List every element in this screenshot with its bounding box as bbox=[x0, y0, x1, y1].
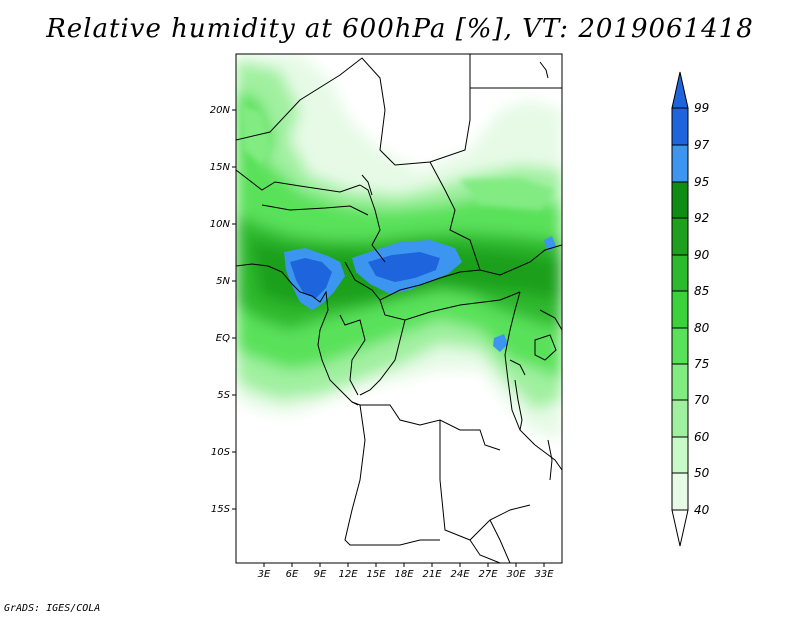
lon-label-33e: 33E bbox=[534, 569, 554, 580]
colorbar-segment-50-60 bbox=[671, 436, 689, 474]
longitude-ticks bbox=[263, 563, 545, 567]
border-angola-drc bbox=[351, 401, 501, 451]
lat-label-15n: 15N bbox=[210, 162, 231, 173]
colorbar-label-90: 90 bbox=[694, 248, 710, 262]
colorbar-label-40: 40 bbox=[694, 503, 710, 517]
border-angola-namibia bbox=[344, 404, 440, 546]
lon-label-24e: 24E bbox=[450, 569, 470, 580]
colorbar-segment-90-92 bbox=[671, 217, 689, 256]
colorbar-label-99: 99 bbox=[694, 101, 709, 115]
lon-label-9e: 9E bbox=[314, 569, 327, 580]
border-uganda-kenya bbox=[539, 309, 562, 331]
humidity-area-97-west bbox=[290, 258, 332, 298]
latitude-labels: 20N 15N 10N 5N EQ 5S 10S 15S bbox=[210, 105, 231, 515]
lat-label-5s: 5S bbox=[217, 390, 230, 401]
border-cameroon-car bbox=[344, 261, 501, 301]
colorbar-segment-85-90 bbox=[671, 254, 689, 292]
border-chad-nigeria bbox=[359, 184, 386, 263]
lat-label-eq: EQ bbox=[216, 333, 230, 344]
colorbar-segment-70-75 bbox=[671, 363, 689, 401]
lake-victoria bbox=[534, 334, 557, 361]
colorbar-label-70: 70 bbox=[694, 393, 710, 407]
lon-label-3e: 3E bbox=[258, 569, 271, 580]
border-zambia bbox=[439, 420, 531, 541]
lat-label-10n: 10N bbox=[210, 219, 231, 230]
colorbar-label-97: 97 bbox=[694, 138, 710, 152]
lat-label-10s: 10S bbox=[211, 447, 231, 458]
colorbar-segment-80-85 bbox=[671, 290, 689, 329]
border-rwanda-burundi bbox=[509, 359, 526, 376]
lat-label-15s: 15S bbox=[211, 504, 231, 515]
map-frame bbox=[235, 53, 563, 564]
lon-label-30e: 30E bbox=[506, 569, 526, 580]
colorbar-label-50: 50 bbox=[694, 466, 710, 480]
colorbar-label-60: 60 bbox=[694, 430, 710, 444]
lon-label-18e: 18E bbox=[394, 569, 414, 580]
colorbar-segment-60-70 bbox=[671, 399, 689, 438]
humidity-core bbox=[284, 236, 556, 352]
humidity-area-97-central bbox=[368, 252, 440, 282]
colorbar-bottom-arrow bbox=[671, 509, 689, 547]
lon-label-6e: 6E bbox=[286, 569, 299, 580]
colorbar: 99 97 95 92 90 85 80 75 70 60 50 40 bbox=[671, 71, 710, 547]
lon-label-27e: 27E bbox=[478, 569, 498, 580]
colorbar-label-80: 80 bbox=[694, 321, 710, 335]
colorbar-label-75: 75 bbox=[694, 357, 709, 371]
border-mozambique bbox=[489, 519, 511, 563]
border-congo-gabon bbox=[339, 314, 366, 396]
border-mali-niger bbox=[236, 169, 361, 193]
border-chad-niger-lake bbox=[361, 174, 373, 196]
river-nile bbox=[539, 61, 549, 79]
colorbar-segment-97-99 bbox=[671, 107, 689, 146]
humidity-area-70-east bbox=[460, 178, 555, 210]
colorbar-label-92: 92 bbox=[694, 211, 709, 225]
border-algeria-niger bbox=[236, 54, 471, 166]
colorbar-top-arrow bbox=[671, 71, 689, 109]
lat-label-5n: 5N bbox=[216, 276, 230, 287]
lat-label-20n: 20N bbox=[210, 105, 231, 116]
border-drc-congo bbox=[359, 319, 406, 396]
coastline-west-africa bbox=[236, 263, 359, 406]
latitude-ticks bbox=[232, 109, 236, 510]
lake-malawi bbox=[547, 439, 553, 481]
colorbar-label-85: 85 bbox=[694, 284, 709, 298]
colorbar-segment-40-50 bbox=[671, 472, 689, 511]
humidity-field bbox=[236, 54, 562, 440]
lon-label-12e: 12E bbox=[338, 569, 358, 580]
border-drc-north bbox=[379, 291, 521, 321]
chart-title: Relative humidity at 600hPa [%], VT: 201… bbox=[46, 14, 754, 44]
longitude-labels: 3E 6E 9E 12E 15E 18E 21E 24E 27E 30E 33E bbox=[258, 569, 555, 580]
lake-tanganyika bbox=[514, 379, 523, 431]
humidity-area-95-east bbox=[493, 334, 508, 352]
colorbar-label-95: 95 bbox=[694, 175, 709, 189]
country-borders bbox=[236, 54, 562, 563]
colorbar-segment-95-97 bbox=[671, 144, 689, 183]
border-chad-sudan bbox=[429, 161, 481, 271]
grads-credit: GrADS: IGES/COLA bbox=[4, 603, 101, 614]
border-drc-east bbox=[504, 291, 536, 446]
colorbar-segment-75-80 bbox=[671, 327, 689, 365]
border-sudan-ethiopia bbox=[499, 244, 562, 276]
lon-label-15e: 15E bbox=[366, 569, 386, 580]
border-tanzania bbox=[534, 444, 562, 471]
colorbar-segment-92-95 bbox=[671, 181, 689, 219]
lon-label-21e: 21E bbox=[422, 569, 442, 580]
border-zimbabwe bbox=[469, 539, 501, 563]
border-niger-nigeria bbox=[261, 204, 369, 216]
